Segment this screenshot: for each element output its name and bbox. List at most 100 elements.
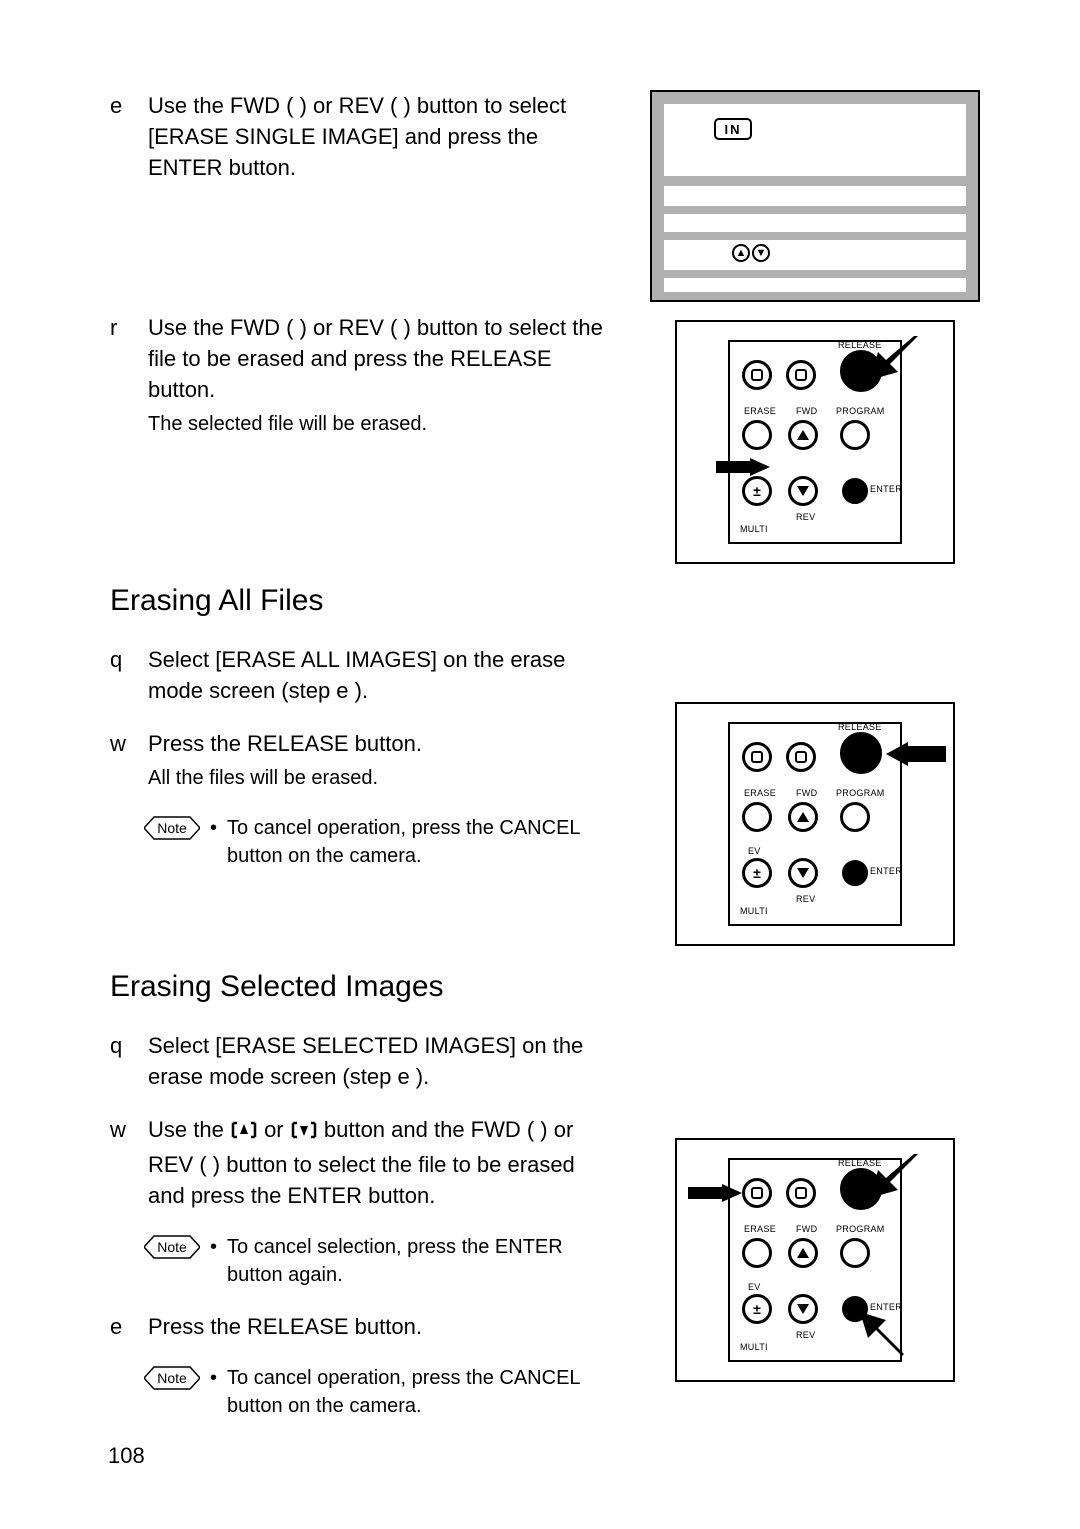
program-button (840, 1238, 870, 1268)
remote-figure-2: RELEASE ERASE FWD PROGRAM EV ± ENTER REV (675, 702, 955, 946)
remote-figure-3-container: RELEASE ERASE FWD PROGRAM EV ± ENTER REV (650, 1030, 980, 1420)
enter-label: ENTER (870, 484, 902, 494)
ev-label: EV (748, 846, 761, 856)
step-q-sel: q Select [ERASE SELECTED IMAGES] on the … (110, 1030, 610, 1092)
step-e-sel: e Press the RELEASE button. (110, 1311, 610, 1342)
program-button (840, 420, 870, 450)
multi-label: MULTI (740, 906, 768, 916)
ev-label: EV (748, 1282, 761, 1292)
in-label: IN (725, 122, 742, 137)
remote-btn-top-left (742, 1178, 772, 1208)
rev-label: REV (796, 894, 815, 904)
step-e: e Use the FWD ( ) or REV ( ) button to s… (110, 90, 610, 184)
step-text: Use the FWD ( ) or REV ( ) button to sel… (148, 90, 610, 184)
remote-core: RELEASE ERASE FWD PROGRAM EV ± ENTER REV (728, 722, 902, 926)
step-letter: e (110, 1311, 134, 1342)
program-label: PROGRAM (836, 1224, 885, 1234)
note-badge-icon: Note (144, 1366, 200, 1390)
step-r-block: r Use the FWD ( ) or REV ( ) button to s… (110, 312, 610, 584)
up-icon: ▲ (732, 244, 750, 262)
row-step-r: r Use the FWD ( ) or REV ( ) button to s… (110, 312, 980, 584)
svg-text:±: ± (753, 1301, 761, 1317)
step-q-all: q Select [ERASE ALL IMAGES] on the erase… (110, 644, 610, 706)
updown-icons: ▲ ▼ (732, 244, 770, 262)
step-w-all: w Press the RELEASE button. All the file… (110, 728, 610, 791)
step-e-block: e Use the FWD ( ) or REV ( ) button to s… (110, 90, 610, 302)
remote-core: RELEASE ERASE FWD PROGRAM EV ± ENTER REV (728, 1158, 902, 1362)
bullet-icon: • (210, 1364, 217, 1392)
program-label: PROGRAM (836, 406, 885, 416)
remote-figure-1-container: RELEASE ERASE FWD PROGRAM EV ± ENTER (650, 312, 980, 584)
step-r: r Use the FWD ( ) or REV ( ) button to s… (110, 312, 610, 438)
rev-button (788, 476, 818, 506)
screen-line-3: ▲ ▼ (664, 240, 966, 270)
arrow-to-release (870, 336, 920, 380)
arrow-to-enter (860, 1310, 906, 1356)
note-badge-icon: Note (144, 816, 200, 840)
svg-text:±: ± (753, 865, 761, 881)
note-all: Note • To cancel operation, press the CA… (144, 814, 610, 870)
step-letter: r (110, 312, 134, 438)
remote-btn-top-mid (786, 742, 816, 772)
note-text: To cancel operation, press the CANCEL bu… (227, 1364, 610, 1420)
step-letter: w (110, 728, 134, 791)
release-button (840, 732, 882, 774)
fwd-button (788, 802, 818, 832)
bullet-icon: • (210, 1233, 217, 1261)
row-selected-images: q Select [ERASE SELECTED IMAGES] on the … (110, 1030, 980, 1420)
rev-button (788, 858, 818, 888)
in-badge: IN (714, 118, 752, 140)
remote-btn-top-left (742, 360, 772, 390)
svg-text:Note: Note (157, 820, 187, 836)
rev-label: REV (796, 1330, 815, 1340)
step-subtext: The selected file will be erased. (148, 410, 610, 438)
erase-button (742, 1238, 772, 1268)
note-sel-2: Note • To cancel operation, press the CA… (144, 1364, 610, 1420)
ev-button: ± (742, 858, 772, 888)
screen-figure-container: IN ▲ ▼ (650, 90, 980, 302)
arrow-to-release-diag (870, 1154, 920, 1198)
svg-text:±: ± (753, 483, 761, 499)
step-w-sel: w Use the or button and the FWD ( ) or R… (110, 1114, 610, 1211)
arrow-to-release-horizontal (886, 742, 946, 766)
all-files-steps: q Select [ERASE ALL IMAGES] on the erase… (110, 644, 610, 966)
note-sel-1: Note • To cancel selection, press the EN… (144, 1233, 610, 1289)
fwd-label: FWD (796, 788, 817, 798)
note-badge-icon: Note (144, 1235, 200, 1259)
erase-button (742, 802, 772, 832)
heading-erasing-selected: Erasing Selected Images (110, 970, 980, 1004)
erase-button (742, 420, 772, 450)
step-text: Select [ERASE SELECTED IMAGES] on the er… (148, 1030, 610, 1092)
screen-line-2 (664, 214, 966, 232)
bracket-up-icon (230, 1117, 258, 1148)
multi-label: MULTI (740, 1342, 768, 1352)
screen-area-top: IN (664, 104, 966, 176)
enter-button (842, 478, 868, 504)
program-button (840, 802, 870, 832)
ev-button: ± (742, 1294, 772, 1324)
rev-button (788, 1294, 818, 1324)
step-letter: q (110, 1030, 134, 1092)
arrow-to-ev (716, 458, 770, 476)
step-letter: e (110, 90, 134, 184)
note-text: To cancel selection, press the ENTER but… (227, 1233, 610, 1289)
down-icon: ▼ (752, 244, 770, 262)
step-text: Press the RELEASE button. (148, 1311, 610, 1342)
lcd-screen-figure: IN ▲ ▼ (650, 90, 980, 302)
step-letter: w (110, 1114, 134, 1211)
screen-line-4 (664, 278, 966, 292)
remote-core: RELEASE ERASE FWD PROGRAM EV ± ENTER (728, 340, 902, 544)
step-letter: q (110, 644, 134, 706)
remote-figure-1: RELEASE ERASE FWD PROGRAM EV ± ENTER (675, 320, 955, 564)
step-body: Use the FWD ( ) or REV ( ) button to sel… (148, 312, 610, 438)
bracket-down-icon (290, 1117, 318, 1148)
step-text: Select [ERASE ALL IMAGES] on the erase m… (148, 644, 610, 706)
fwd-label: FWD (796, 1224, 817, 1234)
multi-label: MULTI (740, 524, 768, 534)
step-subtext: All the files will be erased. (148, 764, 610, 792)
row-all-files: q Select [ERASE ALL IMAGES] on the erase… (110, 644, 980, 966)
ev-button: ± (742, 476, 772, 506)
screen-line-1 (664, 186, 966, 206)
note-text: To cancel operation, press the CANCEL bu… (227, 814, 610, 870)
selected-steps: q Select [ERASE SELECTED IMAGES] on the … (110, 1030, 610, 1420)
